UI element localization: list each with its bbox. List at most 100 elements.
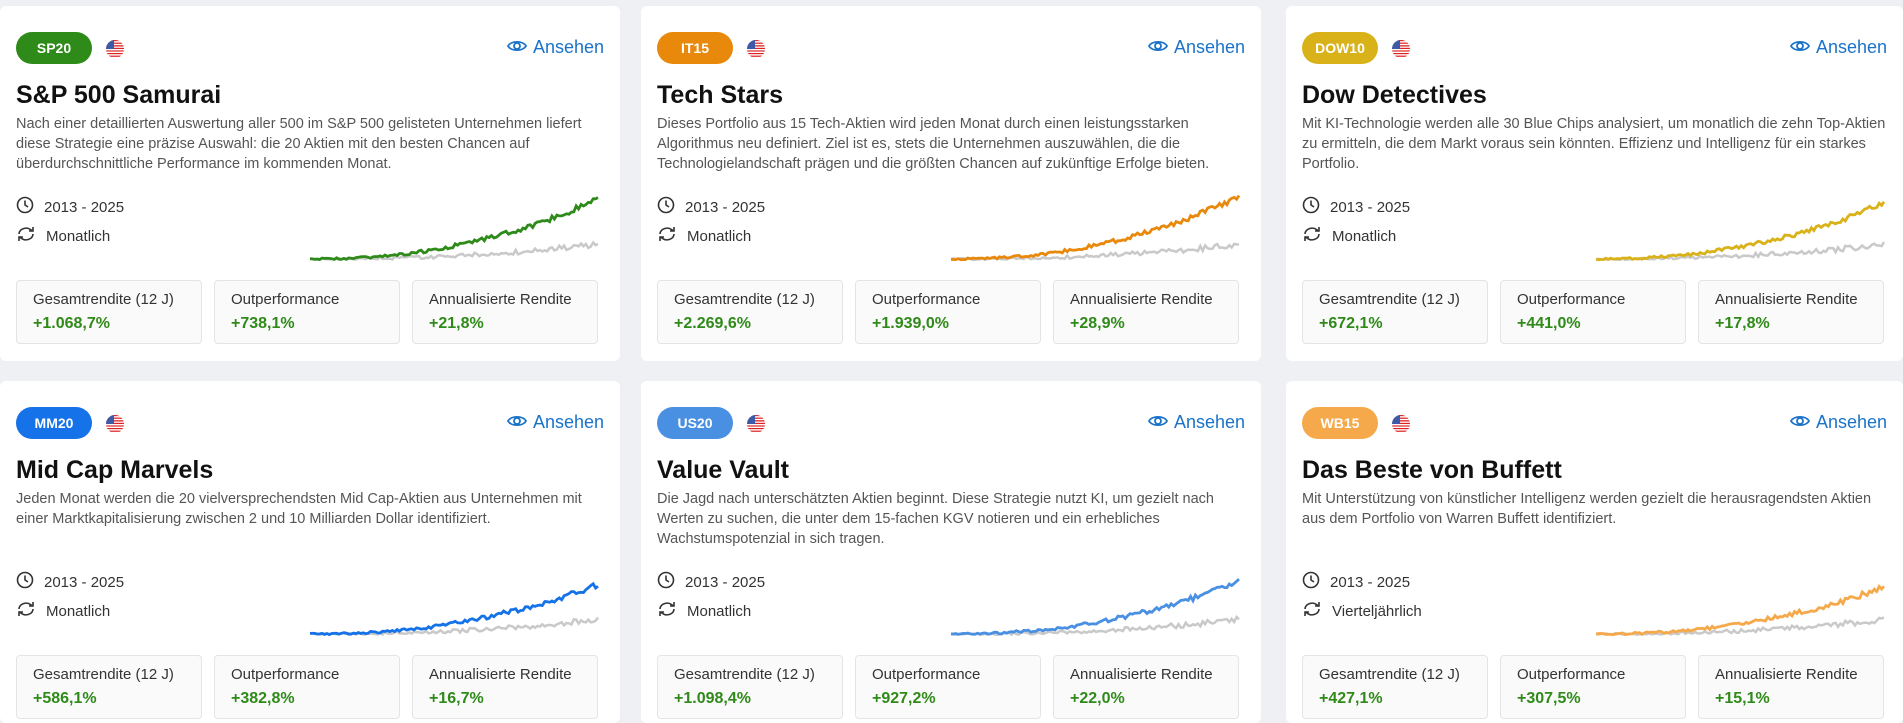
frequency-text: Monatlich [46, 602, 111, 620]
stat-value: +1.939,0% [872, 315, 949, 332]
stat-value: +1.098,4% [674, 690, 751, 707]
frequency-text: Monatlich [46, 227, 111, 245]
stat-box: Annualisierte Rendite +16,7% [412, 655, 598, 719]
view-button[interactable]: Ansehen [506, 412, 604, 433]
period-text: 2013 - 2025 [1330, 198, 1411, 216]
clock-icon [16, 571, 34, 593]
us-flag-icon [747, 415, 765, 433]
repeat-icon [16, 600, 36, 622]
stat-value: +441,0% [1517, 315, 1581, 332]
view-label: Ansehen [532, 37, 604, 57]
frequency-row: Monatlich [657, 225, 751, 247]
stat-box: Annualisierte Rendite +22,0% [1053, 655, 1239, 719]
frequency-row: Monatlich [16, 225, 110, 247]
period-row: 2013 - 2025 [657, 196, 765, 218]
performance-chart [309, 581, 599, 637]
view-label: Ansehen [532, 412, 604, 432]
period-text: 2013 - 2025 [1330, 573, 1411, 591]
card-header: IT15 Ansehen [657, 32, 1245, 64]
eye-icon [506, 412, 527, 433]
period-row: 2013 - 2025 [16, 571, 124, 593]
period-text: 2013 - 2025 [44, 198, 125, 216]
card-header: DOW10 Ansehen [1302, 32, 1887, 64]
strategy-card: DOW10 Ansehen Dow Detectives Mit KI-Tech… [1286, 6, 1903, 361]
strategy-title: Dow Detectives [1302, 81, 1487, 109]
strategy-title: S&P 500 Samurai [16, 81, 222, 109]
period-text: 2013 - 2025 [44, 573, 125, 591]
stat-box: Outperformance +307,5% [1500, 655, 1686, 719]
stat-value: +17,8% [1715, 315, 1770, 332]
benchmark-line [1595, 241, 1886, 262]
stat-value: +15,1% [1715, 690, 1770, 707]
card-header: SP20 Ansehen [16, 32, 604, 64]
period-row: 2013 - 2025 [657, 571, 765, 593]
stat-box: Gesamtrendite (12 J) +1.098,4% [657, 655, 843, 719]
stat-label: Gesamtrendite (12 J) [1319, 291, 1460, 308]
stats-row: Gesamtrendite (12 J) +672,1% Outperforma… [1302, 280, 1884, 344]
strategy-badge: US20 [657, 407, 733, 439]
strategy-line [309, 581, 599, 637]
stat-value: +427,1% [1319, 690, 1383, 707]
us-flag-icon [1392, 415, 1410, 433]
view-label: Ansehen [1815, 412, 1887, 432]
strategy-card: MM20 Ansehen Mid Cap Marvels Jeden Monat… [0, 381, 620, 723]
view-button[interactable]: Ansehen [1789, 412, 1887, 433]
view-button[interactable]: Ansehen [1147, 412, 1245, 433]
frequency-row: Monatlich [657, 600, 751, 622]
performance-chart [1595, 200, 1886, 262]
frequency-text: Monatlich [1332, 227, 1397, 245]
stat-value: +22,0% [1070, 690, 1125, 707]
performance-chart [1595, 583, 1886, 637]
strategy-description: Dieses Portfolio aus 15 Tech-Aktien wird… [657, 116, 1210, 172]
strategy-line [309, 196, 599, 262]
stat-label: Gesamtrendite (12 J) [33, 666, 174, 683]
view-label: Ansehen [1173, 412, 1245, 432]
stat-value: +672,1% [1319, 315, 1383, 332]
stats-row: Gesamtrendite (12 J) +1.068,7% Outperfor… [16, 280, 598, 344]
performance-chart [309, 196, 599, 262]
view-button[interactable]: Ansehen [1147, 37, 1245, 58]
stat-box: Outperformance +382,8% [214, 655, 400, 719]
stat-value: +927,2% [872, 690, 936, 707]
strategy-description: Mit Unterstützung von künstlicher Intell… [1302, 491, 1872, 527]
strategy-description: Jeden Monat werden die 20 vielverspreche… [16, 491, 582, 527]
strategy-description: Nach einer detaillierten Auswertung alle… [16, 116, 582, 172]
stat-label: Gesamtrendite (12 J) [33, 291, 174, 308]
stats-row: Gesamtrendite (12 J) +1.098,4% Outperfor… [657, 655, 1239, 719]
eye-icon [1789, 37, 1810, 58]
view-button[interactable]: Ansehen [506, 37, 604, 58]
strategy-line [1595, 583, 1886, 637]
stats-row: Gesamtrendite (12 J) +2.269,6% Outperfor… [657, 280, 1239, 344]
stat-label: Outperformance [1517, 666, 1626, 683]
strategy-badge: MM20 [16, 407, 92, 439]
stat-box: Annualisierte Rendite +28,9% [1053, 280, 1239, 344]
stat-box: Outperformance +1.939,0% [855, 280, 1041, 344]
us-flag-icon [1392, 40, 1410, 58]
stat-label: Outperformance [872, 291, 981, 308]
strategy-badge: DOW10 [1302, 32, 1378, 64]
period-text: 2013 - 2025 [685, 198, 766, 216]
strategy-title: Tech Stars [657, 81, 783, 109]
strategy-badge: IT15 [657, 32, 733, 64]
eye-icon [1789, 412, 1810, 433]
strategy-title: Value Vault [657, 456, 790, 484]
strategy-description: Mit KI-Technologie werden alle 30 Blue C… [1302, 116, 1886, 172]
stat-box: Annualisierte Rendite +21,8% [412, 280, 598, 344]
clock-icon [16, 196, 34, 218]
frequency-text: Monatlich [687, 602, 752, 620]
stat-box: Gesamtrendite (12 J) +672,1% [1302, 280, 1488, 344]
stat-box: Gesamtrendite (12 J) +427,1% [1302, 655, 1488, 719]
stat-value: +2.269,6% [674, 315, 751, 332]
us-flag-icon [747, 40, 765, 58]
card-header: US20 Ansehen [657, 407, 1245, 439]
clock-icon [1302, 571, 1320, 593]
clock-icon [1302, 196, 1320, 218]
strategy-title: Mid Cap Marvels [16, 456, 214, 484]
stat-value: +1.068,7% [33, 315, 110, 332]
frequency-row: Monatlich [1302, 225, 1396, 247]
stat-value: +307,5% [1517, 690, 1581, 707]
us-flag-icon [106, 40, 124, 58]
stat-label: Annualisierte Rendite [1070, 666, 1213, 683]
view-button[interactable]: Ansehen [1789, 37, 1887, 58]
stat-box: Gesamtrendite (12 J) +2.269,6% [657, 280, 843, 344]
